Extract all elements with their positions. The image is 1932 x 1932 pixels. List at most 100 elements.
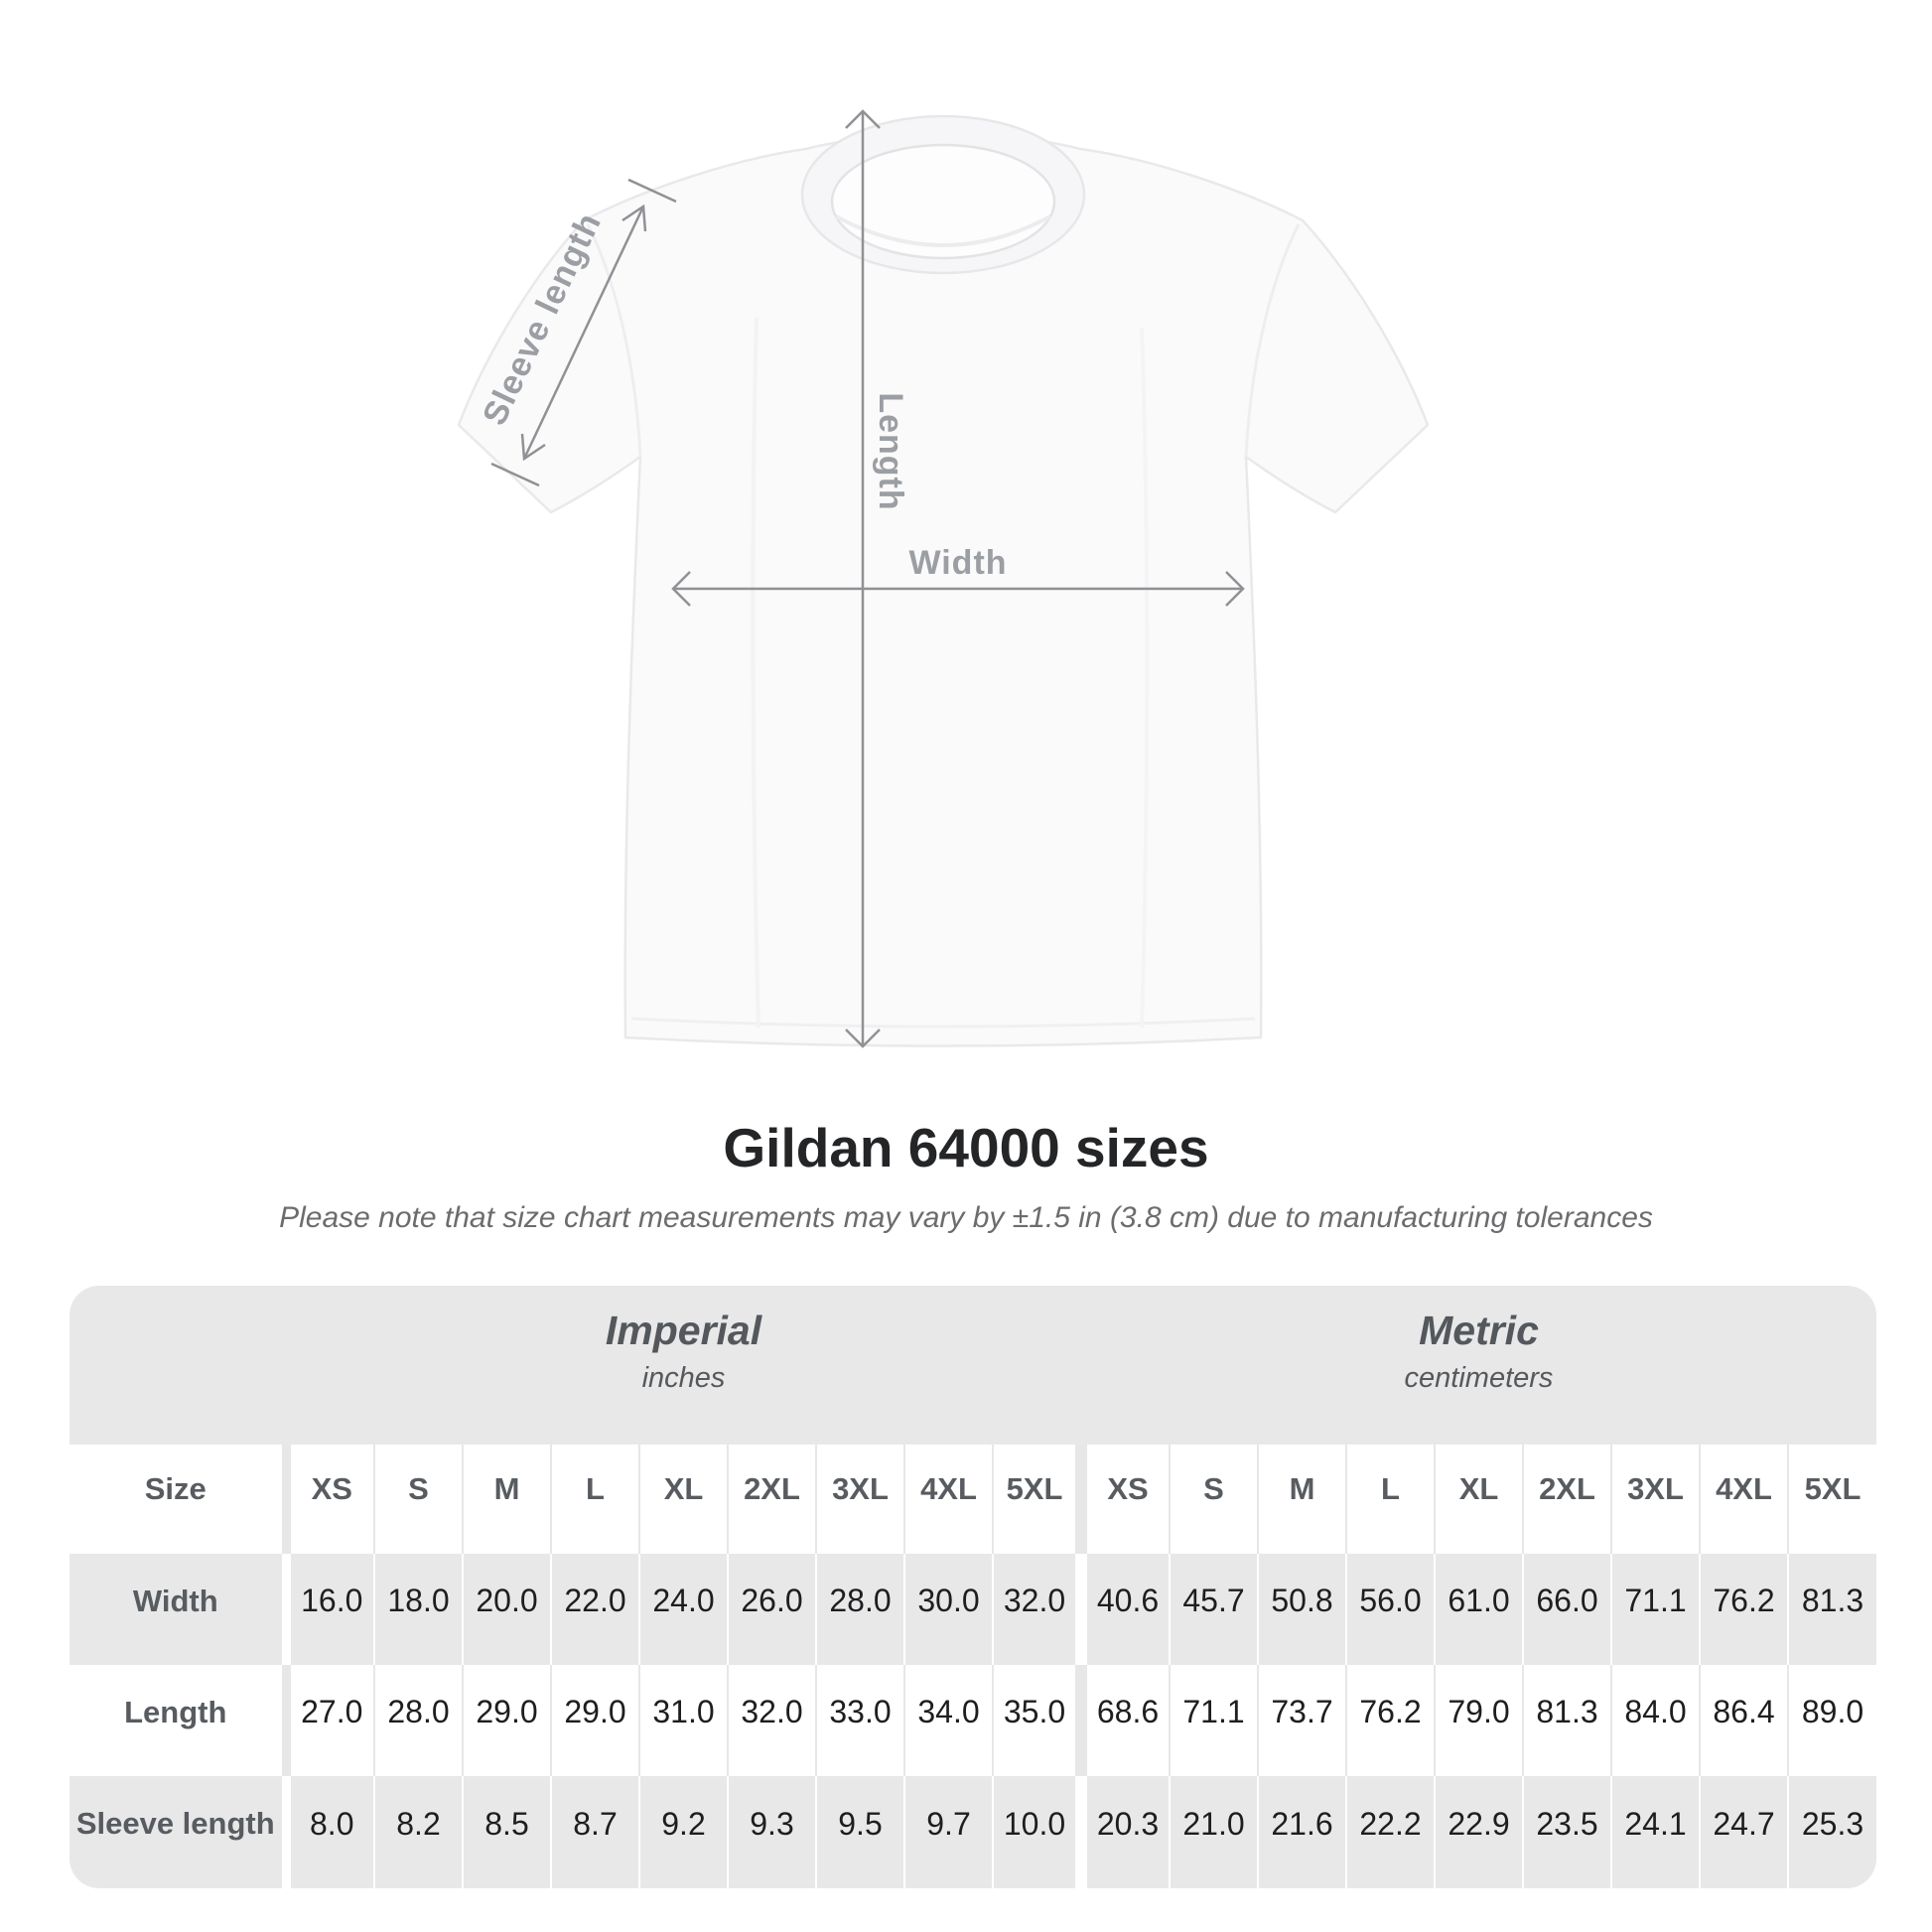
- length-imperial-value: 29.0: [462, 1665, 551, 1776]
- length-arrow: [845, 109, 881, 1048]
- sleeve-length-row-label: Sleeve length: [75, 1806, 275, 1841]
- size-header-metric-2xl: 2XL: [1522, 1445, 1611, 1554]
- size-header-imperial-3xl: 3XL: [815, 1445, 904, 1554]
- length-imperial-value: 32.0: [727, 1665, 816, 1776]
- width-imperial-value: 22.0: [550, 1554, 639, 1665]
- left-sleeve-seam: [586, 223, 642, 458]
- length-imperial-value: 35.0: [992, 1665, 1081, 1776]
- length-metric-value: 68.6: [1075, 1665, 1170, 1776]
- size-header-imperial-l: L: [550, 1445, 639, 1554]
- sleeve-length-imperial-value: 8.7: [550, 1776, 639, 1888]
- length-imperial-value: 29.0: [550, 1665, 639, 1776]
- sleeve-length-metric-value: 22.9: [1434, 1776, 1523, 1888]
- width-imperial-value: 28.0: [815, 1554, 904, 1665]
- sleeve-length-imperial-value: 9.3: [727, 1776, 816, 1888]
- width-row: Width 16.0 18.0 20.0 22.0 24.0 26.0 28.0 30.0 32…: [69, 1554, 1876, 1665]
- sizes-header-row: Size XS S M L XL 2XL 3XL 4XL 5XL XS S M L XL 2XL 3XL 4XL…: [69, 1445, 1876, 1554]
- length-metric-value: 76.2: [1345, 1665, 1435, 1776]
- sleeve-length-imperial-value: 9.7: [903, 1776, 993, 1888]
- width-metric-value: 71.1: [1610, 1554, 1700, 1665]
- sleeve-length-metric-value: 21.6: [1257, 1776, 1346, 1888]
- size-column-header: Size: [144, 1470, 207, 1506]
- right-sleeve-seam: [1244, 223, 1301, 458]
- sleeve-length-row: Sleeve length 8.0 8.2 8.5 8.7 9.2 9.3 9.5 9.7 10…: [69, 1776, 1876, 1888]
- sleeve-length-metric-value: 25.3: [1787, 1776, 1876, 1888]
- size-header-imperial-4xl: 4XL: [903, 1445, 993, 1554]
- hem-seam: [630, 1017, 1256, 1029]
- fold-line: [1140, 327, 1150, 1029]
- length-metric-value: 73.7: [1257, 1665, 1346, 1776]
- size-header-metric-xl: XL: [1434, 1445, 1523, 1554]
- length-metric-value: 86.4: [1699, 1665, 1788, 1776]
- length-imperial-value: 27.0: [281, 1665, 374, 1776]
- collar-band: [830, 143, 1056, 260]
- metric-header-cell: Metric centimeters: [1081, 1286, 1876, 1445]
- sleeve-length-imperial-value: 8.2: [373, 1776, 463, 1888]
- width-imperial-value: 18.0: [373, 1554, 463, 1665]
- size-header-imperial-s: S: [373, 1445, 463, 1554]
- sleeve-length-imperial-value: 9.2: [638, 1776, 728, 1888]
- units-header-row: Imperial inches Metric centimeters: [69, 1286, 1876, 1445]
- width-metric-value: 66.0: [1522, 1554, 1611, 1665]
- sleeve-length-metric-value: 24.1: [1610, 1776, 1700, 1888]
- length-metric-value: 71.1: [1169, 1665, 1258, 1776]
- tshirt-measurement-diagram: Sleeve length Length Width: [457, 109, 1430, 1048]
- sleeve-length-arrow: [490, 178, 677, 487]
- width-metric-value: 50.8: [1257, 1554, 1346, 1665]
- size-header-imperial-5xl: 5XL: [992, 1445, 1081, 1554]
- width-metric-value: 81.3: [1787, 1554, 1876, 1665]
- length-metric-value: 84.0: [1610, 1665, 1700, 1776]
- length-metric-value: 81.3: [1522, 1665, 1611, 1776]
- shirt-body: [457, 132, 1430, 1047]
- size-table-container: Imperial inches Metric centimeters Size …: [69, 1286, 1876, 1888]
- width-label: Width: [908, 544, 1007, 582]
- length-row-label: Length: [124, 1694, 227, 1729]
- length-row: Length 27.0 28.0 29.0 29.0 31.0 32.0 33.0 34.0 3…: [69, 1665, 1876, 1776]
- width-metric-value: 45.7: [1169, 1554, 1258, 1665]
- imperial-sublabel: inches: [641, 1362, 726, 1394]
- heading-block: Gildan 64000 sizes Please note that size…: [0, 1116, 1932, 1235]
- sleeve-length-metric-value: 22.2: [1345, 1776, 1435, 1888]
- size-table: Imperial inches Metric centimeters Size …: [69, 1286, 1876, 1888]
- size-header-imperial-xl: XL: [638, 1445, 728, 1554]
- width-imperial-value: 24.0: [638, 1554, 728, 1665]
- page-title: Gildan 64000 sizes: [723, 1117, 1209, 1178]
- width-metric-value: 76.2: [1699, 1554, 1788, 1665]
- size-header-metric-4xl: 4XL: [1699, 1445, 1788, 1554]
- size-header-metric-3xl: 3XL: [1610, 1445, 1700, 1554]
- size-header-metric-5xl: 5XL: [1787, 1445, 1876, 1554]
- width-imperial-value: 26.0: [727, 1554, 816, 1665]
- length-imperial-value: 28.0: [373, 1665, 463, 1776]
- tolerance-note: Please note that size chart measurements…: [279, 1201, 1653, 1234]
- metric-label: Metric: [1419, 1308, 1539, 1353]
- width-imperial-value: 32.0: [992, 1554, 1081, 1665]
- length-metric-value: 89.0: [1787, 1665, 1876, 1776]
- width-arrow: [671, 571, 1245, 607]
- metric-sublabel: centimeters: [1404, 1362, 1554, 1394]
- sleeve-length-metric-value: 23.5: [1522, 1776, 1611, 1888]
- length-label: Length: [872, 392, 909, 510]
- length-imperial-value: 33.0: [815, 1665, 904, 1776]
- size-header-imperial-m: M: [462, 1445, 551, 1554]
- width-metric-value: 61.0: [1434, 1554, 1523, 1665]
- length-metric-value: 79.0: [1434, 1665, 1523, 1776]
- sleeve-length-imperial-value: 8.5: [462, 1776, 551, 1888]
- width-imperial-value: 20.0: [462, 1554, 551, 1665]
- sleeve-length-metric-value: 24.7: [1699, 1776, 1788, 1888]
- size-header-metric-s: S: [1169, 1445, 1258, 1554]
- tshirt-illustration: [457, 114, 1430, 1047]
- sleeve-length-metric-value: 21.0: [1169, 1776, 1258, 1888]
- width-row-label: Width: [132, 1583, 218, 1618]
- size-header-imperial-xs: XS: [281, 1445, 374, 1554]
- length-imperial-value: 31.0: [638, 1665, 728, 1776]
- size-header-metric-xs: XS: [1075, 1445, 1170, 1554]
- sleeve-length-imperial-value: 8.0: [281, 1776, 374, 1888]
- imperial-label: Imperial: [605, 1308, 762, 1353]
- width-metric-value: 40.6: [1075, 1554, 1170, 1665]
- imperial-header-cell: Imperial inches: [286, 1286, 1081, 1445]
- length-imperial-value: 34.0: [903, 1665, 993, 1776]
- size-header-metric-l: L: [1345, 1445, 1435, 1554]
- size-header-imperial-2xl: 2XL: [727, 1445, 816, 1554]
- sleeve-length-imperial-value: 10.0: [992, 1776, 1081, 1888]
- sleeve-length-imperial-value: 9.5: [815, 1776, 904, 1888]
